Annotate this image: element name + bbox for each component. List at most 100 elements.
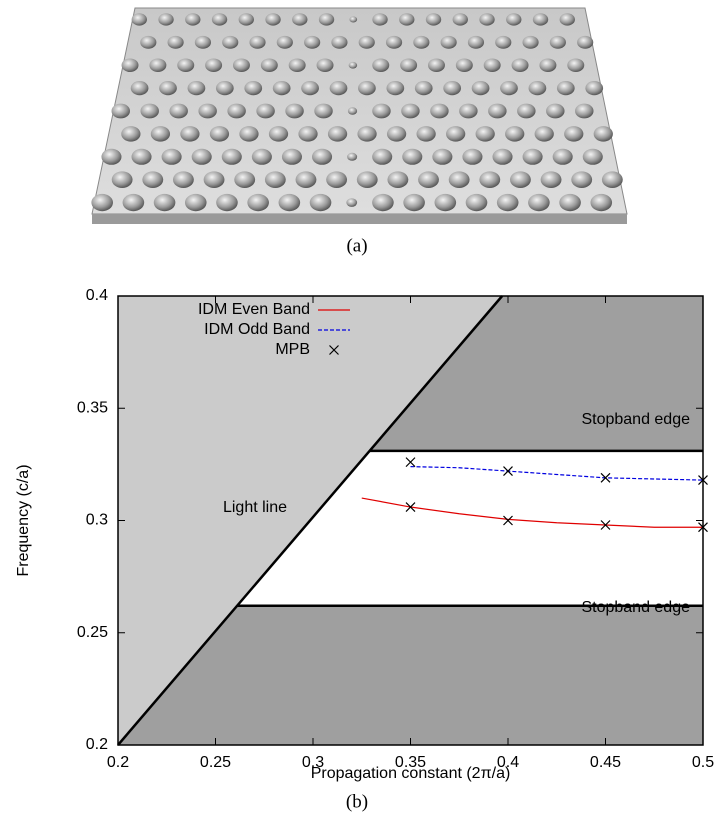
slab-hole [484,58,501,72]
slab-hole [180,126,199,141]
slab-hole [349,16,357,22]
slab-hole [289,58,306,72]
slab-hole [359,36,375,49]
slab-hole [277,36,293,49]
plot: Stopband edgeLight lineStopband edgeIDM … [15,287,714,782]
slab-hole [101,149,121,165]
slab-hole [553,149,573,165]
slab-hole [557,81,575,95]
photonic-crystal-slab [91,8,627,224]
x-tick-label: 0.45 [590,754,621,771]
slab-hole [204,171,225,188]
x-axis-label: Propagation constant (2π/a) [311,765,511,782]
slab-hole [177,58,194,72]
slab-hole [550,36,566,49]
slab-hole [387,171,408,188]
slab-hole [162,149,182,165]
slab-hole [304,36,320,49]
slab-hole [205,58,222,72]
slab-hole [500,81,518,95]
slab-hole [301,81,319,95]
y-axis-label: Frequency (c/a) [15,464,32,576]
slab-hole [430,104,449,119]
slab-hole [169,104,188,119]
slab-hole [168,36,184,49]
slab-hole [198,104,217,119]
slab-hole [415,81,433,95]
slab-hole [328,126,347,141]
slab-hole [330,81,348,95]
slab-hole [400,58,417,72]
slab-hole [602,171,623,188]
slab-hole [443,81,461,95]
slab-hole [319,13,334,25]
slab-hole [249,36,265,49]
slab-hole [459,104,478,119]
slab-hole [585,81,603,95]
slab-hole [292,13,307,25]
slab-hole [539,58,556,72]
slab-hole [346,198,357,207]
annotation: Stopband edge [581,411,690,428]
slab-hole [233,58,250,72]
slab-hole [512,58,529,72]
slab-hole [154,194,176,211]
slab-hole [497,194,519,211]
annotation: Light line [223,499,287,516]
slab-hole [132,13,147,25]
slab-hole [476,126,495,141]
slab-hole [495,36,511,49]
slab-hole [546,104,565,119]
slab-hole [111,104,130,119]
slab-hole [131,81,149,95]
slab-hole [505,126,524,141]
caption-b: (b) [346,791,368,812]
slab-hole [285,104,304,119]
slab-hole [435,194,457,211]
x-tick-label: 0.25 [200,754,231,771]
slab-hole [298,126,317,141]
slab-hole [256,104,275,119]
slab-hole [358,81,376,95]
slab-hole [239,13,254,25]
slab-hole [357,171,378,188]
slab-edge [92,214,627,224]
slab-hole [590,194,612,211]
slab-hole [372,194,394,211]
slab-hole [510,171,531,188]
slab-hole [564,126,583,141]
slab-hole [468,36,484,49]
slab-hole [472,81,490,95]
slab-hole [372,13,387,25]
slab-hole [492,149,512,165]
slab-hole [192,149,212,165]
slab-hole [269,126,288,141]
slab-hole [466,194,488,211]
slab-hole [347,153,357,161]
slab-hole [571,171,592,188]
slab-hole [227,104,246,119]
slab-hole [296,171,317,188]
slab-hole [212,13,227,25]
slab-hole [401,104,420,119]
slab-hole [428,58,445,72]
slab-hole [265,171,286,188]
slab-hole [326,171,347,188]
slab-hole [216,194,238,211]
slab-hole [541,171,562,188]
slab-hole [349,62,357,69]
slab-hole [577,36,593,49]
slab-hole [426,13,441,25]
x-tick-label: 0.5 [692,754,714,771]
slab-hole [216,81,234,95]
slab-hole [560,13,575,25]
slab-hole [317,58,334,72]
slab-hole [159,81,177,95]
slab-hole [479,171,500,188]
slab-hole [372,149,392,165]
slab-hole [273,81,291,95]
slab-hole [441,36,457,49]
slab-hole [446,126,465,141]
x-tick-label: 0.2 [107,754,129,771]
slab-hole [234,171,255,188]
